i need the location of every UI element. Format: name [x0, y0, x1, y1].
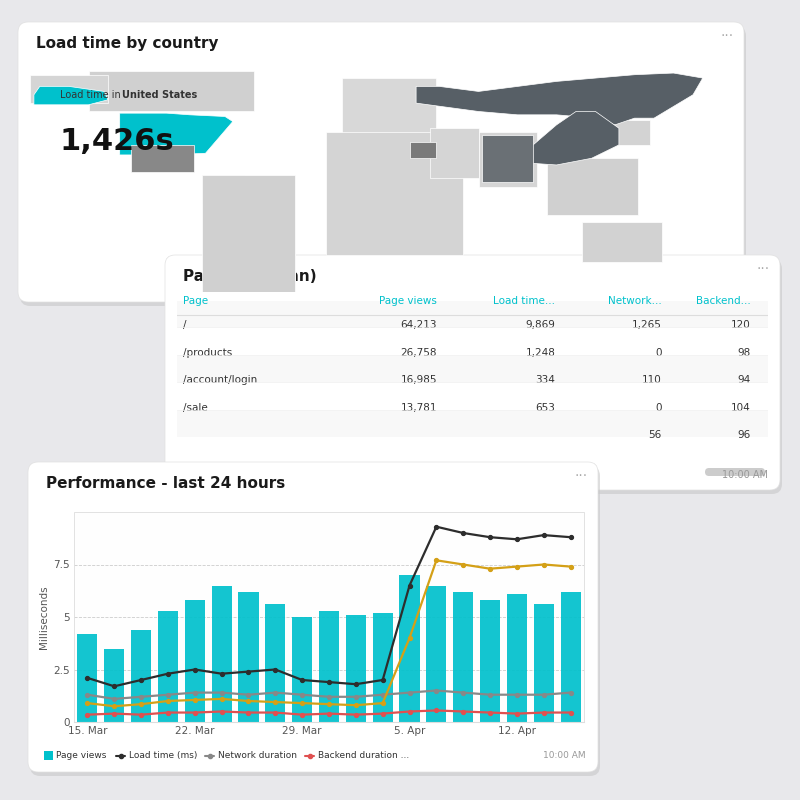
Text: 1,265: 1,265 — [632, 320, 662, 330]
Text: Network...: Network... — [608, 296, 662, 306]
Text: 16,985: 16,985 — [401, 375, 437, 386]
Polygon shape — [615, 120, 650, 145]
Bar — [399, 575, 419, 722]
Text: 64,213: 64,213 — [401, 320, 437, 330]
Text: Backend duration ...: Backend duration ... — [318, 751, 410, 760]
Bar — [211, 586, 232, 722]
Text: Page views: Page views — [379, 296, 437, 306]
Bar — [480, 600, 500, 722]
FancyBboxPatch shape — [165, 255, 780, 490]
Text: 26,758: 26,758 — [401, 348, 437, 358]
Text: 120: 120 — [730, 320, 750, 330]
Bar — [177, 301, 768, 327]
FancyBboxPatch shape — [705, 468, 765, 476]
Text: 98: 98 — [737, 348, 750, 358]
FancyBboxPatch shape — [18, 22, 744, 302]
Bar — [292, 617, 312, 722]
Polygon shape — [182, 175, 295, 292]
Text: Backend...: Backend... — [695, 296, 750, 306]
Bar — [453, 592, 474, 722]
Text: /sale: /sale — [183, 402, 208, 413]
Bar — [158, 610, 178, 722]
Polygon shape — [34, 86, 108, 105]
Text: ···: ··· — [721, 29, 734, 43]
Text: 0: 0 — [655, 348, 662, 358]
Bar — [346, 615, 366, 722]
Bar — [561, 592, 581, 722]
Bar — [185, 600, 205, 722]
Text: 56: 56 — [648, 430, 662, 440]
Text: Load time in: Load time in — [60, 90, 124, 100]
Text: 10:00 AM: 10:00 AM — [543, 751, 586, 760]
Text: 94: 94 — [737, 375, 750, 386]
Polygon shape — [546, 158, 638, 215]
Text: 96: 96 — [737, 430, 750, 440]
Bar — [373, 613, 393, 722]
Text: 110: 110 — [642, 375, 662, 386]
Text: Page: Page — [183, 296, 208, 306]
Polygon shape — [410, 142, 436, 158]
Text: 13,781: 13,781 — [401, 402, 437, 413]
Bar — [177, 410, 768, 438]
Text: 334: 334 — [535, 375, 555, 386]
Text: 104: 104 — [730, 402, 750, 413]
Text: ···: ··· — [757, 262, 770, 276]
Polygon shape — [30, 74, 108, 103]
Bar — [104, 649, 124, 722]
Polygon shape — [131, 145, 194, 172]
Text: Load time (ms): Load time (ms) — [129, 751, 198, 760]
Text: Load time...: Load time... — [494, 296, 555, 306]
Text: 1,248: 1,248 — [526, 348, 555, 358]
FancyBboxPatch shape — [20, 26, 746, 306]
Polygon shape — [202, 175, 295, 292]
Bar — [534, 605, 554, 722]
Text: Pages (median): Pages (median) — [183, 269, 317, 284]
Y-axis label: Milliseconds: Milliseconds — [39, 585, 49, 649]
Bar — [131, 630, 151, 722]
Bar — [266, 605, 286, 722]
Bar — [177, 356, 768, 382]
Polygon shape — [416, 73, 702, 125]
Bar — [319, 610, 339, 722]
Polygon shape — [482, 135, 533, 182]
FancyBboxPatch shape — [28, 462, 598, 772]
Bar — [238, 592, 258, 722]
Text: 9,869: 9,869 — [526, 320, 555, 330]
Text: ···: ··· — [575, 469, 588, 483]
Bar — [507, 594, 527, 722]
Text: 10:00 AM: 10:00 AM — [722, 470, 768, 480]
Polygon shape — [430, 128, 478, 178]
Text: /account/login: /account/login — [183, 375, 257, 386]
FancyBboxPatch shape — [30, 466, 600, 776]
Polygon shape — [582, 222, 662, 262]
Text: Load time by country: Load time by country — [36, 36, 218, 51]
Text: Performance - last 24 hours: Performance - last 24 hours — [46, 476, 286, 491]
Text: /products: /products — [183, 348, 232, 358]
Text: /: / — [183, 320, 186, 330]
Bar — [426, 586, 446, 722]
Text: Page views: Page views — [56, 751, 106, 760]
Text: 653: 653 — [535, 402, 555, 413]
Polygon shape — [342, 78, 436, 138]
Text: 1,426s: 1,426s — [60, 126, 174, 155]
Text: 0: 0 — [655, 402, 662, 413]
FancyBboxPatch shape — [167, 259, 782, 494]
Bar — [44, 751, 53, 760]
Polygon shape — [478, 131, 537, 186]
Text: Network duration: Network duration — [218, 751, 297, 760]
Polygon shape — [89, 71, 254, 111]
Text: United States: United States — [122, 90, 197, 100]
Polygon shape — [326, 131, 463, 255]
Polygon shape — [120, 113, 233, 155]
Bar — [78, 634, 98, 722]
Polygon shape — [508, 111, 619, 165]
